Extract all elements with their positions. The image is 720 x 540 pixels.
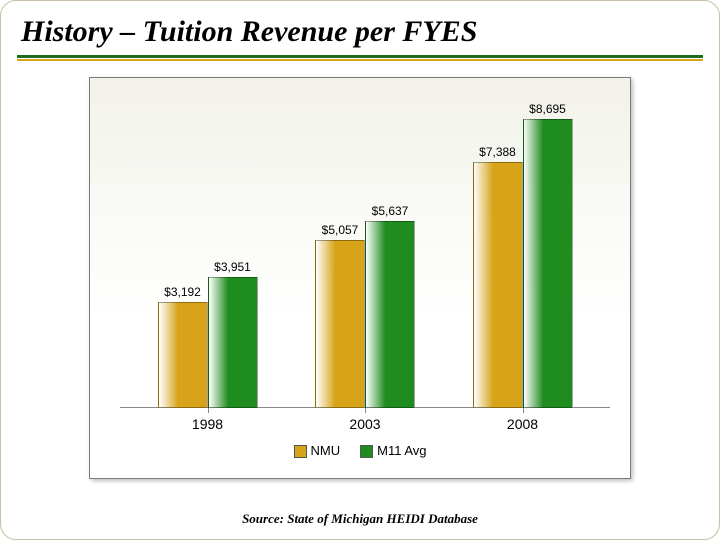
x-category-label: 2008 bbox=[453, 416, 593, 432]
bar-nmu bbox=[473, 162, 523, 408]
legend-item: NMU bbox=[294, 443, 341, 458]
title-divider bbox=[17, 55, 703, 61]
bar-value-label: $3,951 bbox=[193, 260, 273, 274]
divider-green bbox=[17, 55, 703, 58]
bar-value-label: $8,695 bbox=[508, 102, 588, 116]
x-category-label: 2003 bbox=[295, 416, 435, 432]
x-tick bbox=[523, 408, 524, 413]
legend-swatch bbox=[360, 445, 373, 458]
divider-gold bbox=[17, 59, 703, 61]
bar-m11avg bbox=[523, 119, 573, 408]
chart-frame: $3,192$3,9511998$5,057$5,6372003$7,388$8… bbox=[89, 77, 631, 479]
legend-label: NMU bbox=[311, 443, 341, 458]
chart-legend: NMU M11 Avg bbox=[90, 443, 630, 458]
slide-frame: History – Tuition Revenue per FYES $3,19… bbox=[0, 0, 720, 540]
source-caption: Source: State of Michigan HEIDI Database bbox=[1, 511, 719, 527]
bar-nmu bbox=[158, 302, 208, 408]
legend-label: M11 Avg bbox=[377, 443, 426, 458]
legend-swatch bbox=[294, 445, 307, 458]
x-tick bbox=[208, 408, 209, 413]
bar-m11avg bbox=[365, 221, 415, 409]
x-tick bbox=[365, 408, 366, 413]
legend-item: M11 Avg bbox=[360, 443, 426, 458]
chart-plot-area: $3,192$3,9511998$5,057$5,6372003$7,388$8… bbox=[120, 92, 610, 408]
x-category-label: 1998 bbox=[138, 416, 278, 432]
bar-value-label: $5,637 bbox=[350, 204, 430, 218]
bar-nmu bbox=[315, 240, 365, 408]
bar-m11avg bbox=[208, 277, 258, 408]
slide-title: History – Tuition Revenue per FYES bbox=[21, 15, 703, 49]
